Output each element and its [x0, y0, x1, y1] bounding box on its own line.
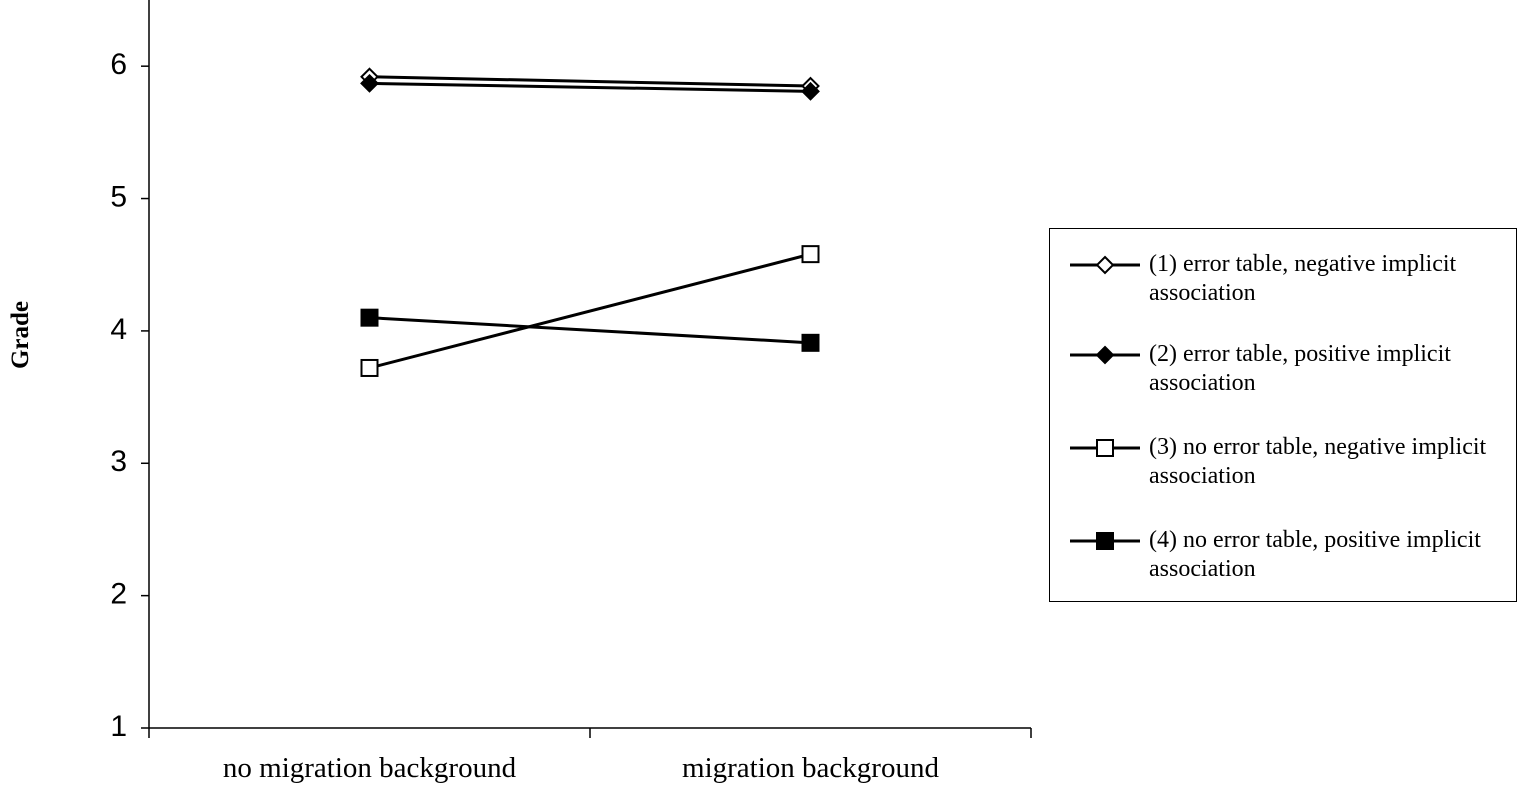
legend-marker — [1095, 345, 1115, 365]
point — [360, 73, 379, 93]
point — [801, 81, 820, 101]
legend-label: (2) error table, positive implicit assoc… — [1149, 341, 1451, 396]
point — [801, 333, 820, 352]
series-line — [369, 75, 811, 88]
series-line — [369, 81, 811, 93]
series-line — [369, 252, 811, 370]
x-tick-label: no migration background — [223, 752, 517, 784]
point — [360, 358, 379, 377]
legend: (1) error table, negative implicit assoc… — [1049, 228, 1517, 602]
point — [801, 245, 820, 264]
y-tick-label: 4 — [110, 313, 127, 346]
legend-marker — [1096, 532, 1114, 550]
point — [360, 308, 379, 327]
legend-marker — [1096, 439, 1114, 457]
legend-marker — [1095, 255, 1115, 275]
legend-label: (4) no error table, positive implicit as… — [1149, 527, 1481, 582]
legend-label: (1) error table, negative implicit assoc… — [1149, 251, 1457, 306]
y-tick-label: 6 — [110, 48, 127, 81]
y-tick-label: 5 — [110, 180, 127, 213]
series-line — [369, 316, 811, 345]
y-tick-label: 2 — [110, 578, 127, 611]
y-tick-label: 1 — [110, 710, 127, 743]
y-axis-label: Grade — [7, 301, 34, 369]
x-tick-label: migration background — [682, 752, 939, 784]
y-tick-label: 3 — [110, 445, 127, 478]
legend-label: (3) no error table, negative implicit as… — [1149, 434, 1487, 489]
